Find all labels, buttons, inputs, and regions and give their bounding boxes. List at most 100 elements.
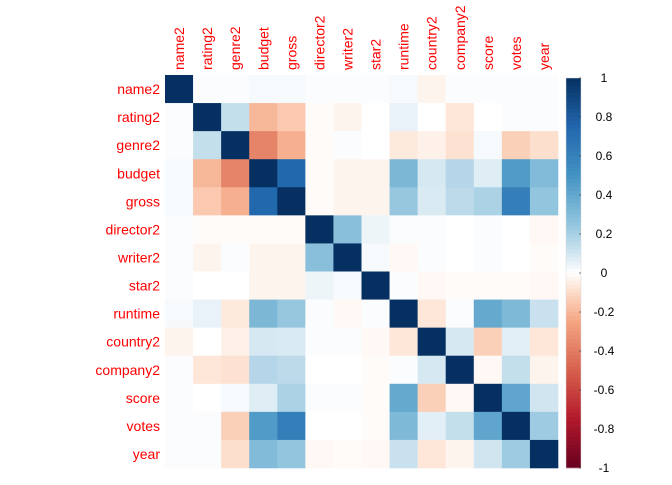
row-label-writer2: writer2: [117, 249, 160, 265]
colorbar-segment: [566, 429, 581, 434]
cell-director2-star2: [361, 215, 390, 244]
cell-budget-votes: [501, 159, 531, 188]
colorbar-segment: [566, 105, 581, 110]
colorbar-segment: [566, 393, 581, 399]
cell-votes-star2: [361, 411, 390, 441]
cell-budget-genre2: [221, 159, 250, 188]
cell-name2-rating2: [193, 75, 222, 104]
colorbar-segment: [566, 339, 581, 344]
cell-score-star2: [361, 383, 390, 413]
cell-country2-writer2: [333, 327, 362, 357]
column-label-country2: country2: [424, 16, 440, 70]
row-label-gross: gross: [126, 193, 160, 209]
row-label-company2: company2: [95, 362, 160, 378]
cell-genre2-runtime: [389, 131, 418, 160]
colorbar-segment: [566, 159, 581, 165]
cell-year-runtime: [389, 439, 418, 469]
cell-votes-country2: [417, 411, 447, 441]
cell-name2-votes: [501, 75, 531, 104]
colorbar-tick-label: 0.6: [596, 149, 613, 163]
cell-budget-gross: [277, 159, 306, 188]
row-label-director2: director2: [106, 221, 161, 237]
cell-year-country2: [417, 439, 447, 469]
cell-rating2-writer2: [333, 103, 362, 132]
cell-country2-star2: [361, 327, 390, 357]
cell-company2-name2: [165, 355, 194, 385]
colorbar-segment: [566, 319, 581, 324]
row-label-rating2: rating2: [117, 109, 160, 125]
cell-rating2-rating2: [193, 103, 222, 132]
colorbar-segment: [566, 128, 581, 133]
cell-year-genre2: [221, 439, 250, 469]
cell-writer2-country2: [417, 243, 447, 272]
cell-votes-score: [473, 411, 503, 441]
cell-writer2-star2: [361, 243, 390, 272]
cell-director2-budget: [249, 215, 278, 244]
cell-gross-director2: [305, 187, 334, 216]
cell-genre2-name2: [165, 131, 194, 160]
cell-genre2-budget: [249, 131, 278, 160]
colorbar-segment: [566, 386, 581, 391]
cell-gross-gross: [277, 187, 306, 216]
colorbar-segment: [566, 117, 581, 122]
colorbar-segment: [566, 148, 581, 153]
colorbar-segment: [566, 421, 581, 426]
cell-name2-name2: [165, 75, 194, 104]
cell-year-name2: [165, 439, 194, 469]
colorbar-segment: [566, 218, 581, 223]
cell-star2-company2: [445, 271, 475, 300]
column-label-budget: budget: [255, 27, 271, 70]
colorbar-segment: [566, 315, 581, 321]
colorbar-segment: [566, 261, 581, 266]
cell-gross-rating2: [193, 187, 222, 216]
colorbar-segment: [566, 304, 581, 309]
cell-country2-genre2: [221, 327, 250, 357]
cell-rating2-genre2: [221, 103, 250, 132]
colorbar-tick-label: 0: [601, 266, 608, 280]
colorbar-segment: [566, 167, 581, 172]
cell-runtime-gross: [277, 299, 306, 328]
colorbar-segment: [566, 195, 581, 200]
colorbar-segment: [566, 101, 581, 106]
cell-year-writer2: [333, 439, 362, 469]
colorbar-segment: [566, 276, 581, 282]
cell-genre2-genre2: [221, 131, 250, 160]
colorbar-segment: [566, 253, 581, 258]
cell-name2-genre2: [221, 75, 250, 104]
cell-budget-writer2: [333, 159, 362, 188]
cell-runtime-writer2: [333, 299, 362, 328]
cell-rating2-country2: [417, 103, 447, 132]
colorbar-segment: [566, 226, 581, 231]
cell-gross-year: [529, 187, 559, 216]
cell-company2-company2: [445, 355, 475, 385]
colorbar-segment: [566, 230, 581, 235]
cell-director2-director2: [305, 215, 334, 244]
cell-star2-year: [529, 271, 559, 300]
colorbar-segment: [566, 452, 581, 457]
cell-country2-year: [529, 327, 559, 357]
colorbar-segment: [566, 85, 581, 90]
colorbar-segment: [566, 183, 581, 188]
cell-genre2-director2: [305, 131, 334, 160]
column-label-runtime: runtime: [396, 23, 412, 70]
cell-score-company2: [445, 383, 475, 413]
cell-year-rating2: [193, 439, 222, 469]
cell-score-budget: [249, 383, 278, 413]
colorbar-segment: [566, 335, 581, 340]
cell-star2-director2: [305, 271, 334, 300]
column-label-company2: company2: [452, 5, 468, 70]
row-label-score: score: [126, 390, 160, 406]
colorbar-segment: [566, 171, 581, 176]
cell-votes-name2: [165, 411, 194, 441]
cell-budget-score: [473, 159, 503, 188]
column-label-star2: star2: [368, 39, 384, 70]
row-label-name2: name2: [117, 81, 160, 97]
cell-genre2-votes: [501, 131, 531, 160]
cell-star2-score: [473, 271, 503, 300]
cell-star2-name2: [165, 271, 194, 300]
cell-writer2-budget: [249, 243, 278, 272]
cell-company2-star2: [361, 355, 390, 385]
colorbar-segment: [566, 124, 581, 129]
cell-director2-name2: [165, 215, 194, 244]
cell-gross-runtime: [389, 187, 418, 216]
